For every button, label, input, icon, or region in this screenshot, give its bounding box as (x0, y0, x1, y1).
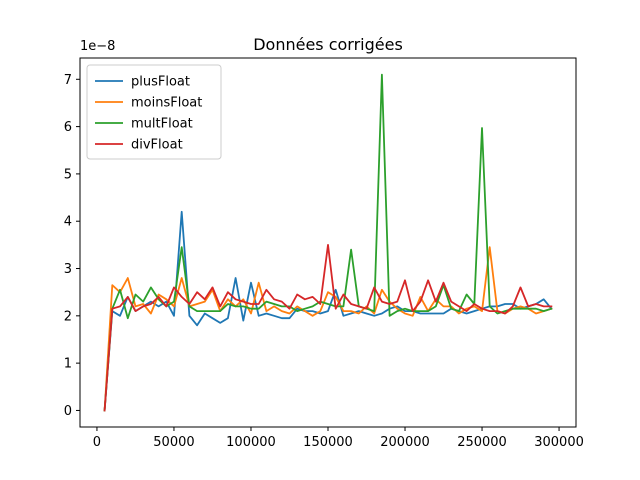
x-tick-label: 200000 (380, 435, 430, 450)
x-axis: 0 50000 100000 150000 200000 250000 300000 (93, 427, 584, 450)
series-line-multFloat (103, 73, 553, 412)
y-tick-label: 6 (64, 120, 72, 135)
chart-title: Données corrigées (253, 35, 403, 54)
legend-label-divFloat: divFloat (131, 138, 183, 153)
y-tick-label: 5 (64, 167, 72, 182)
y-tick-label: 4 (64, 215, 72, 230)
y-tick-label: 3 (64, 262, 72, 277)
x-tick-label: 300000 (534, 435, 584, 450)
x-tick-label: 150000 (303, 435, 353, 450)
x-tick-label: 0 (93, 435, 101, 450)
x-tick-label: 50000 (153, 435, 194, 450)
legend: plusFloat moinsFloat multFloat divFloat (86, 64, 222, 160)
series-line-divFloat (103, 243, 553, 412)
legend-label-multFloat: multFloat (131, 117, 193, 132)
y-axis: 0 1 2 3 4 5 6 7 (64, 73, 80, 419)
x-tick-label: 250000 (457, 435, 507, 450)
y-tick-label: 0 (64, 404, 72, 419)
legend-box (86, 64, 222, 160)
series-line-moinsFloat (103, 246, 553, 412)
y-tick-label: 7 (64, 73, 72, 88)
series-line-plusFloat (103, 210, 553, 412)
plot-lines (103, 73, 553, 412)
y-offset-label: 1e−8 (80, 39, 115, 54)
legend-label-moinsFloat: moinsFloat (131, 96, 202, 111)
x-tick-label: 100000 (226, 435, 276, 450)
legend-label-plusFloat: plusFloat (131, 75, 190, 90)
y-tick-label: 1 (64, 357, 72, 372)
y-tick-label: 2 (64, 309, 72, 324)
